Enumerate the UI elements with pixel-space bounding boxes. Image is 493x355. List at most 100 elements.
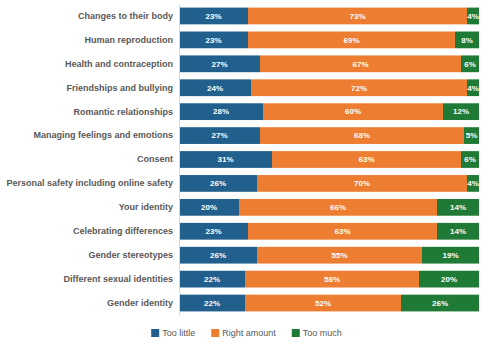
- bar-segment: [419, 271, 479, 288]
- tick: Managing feelings and emotions: [33, 130, 179, 140]
- data-label: 8%: [461, 36, 473, 45]
- tick-label: Celebrating differences: [73, 226, 173, 236]
- tick: Gender identity: [107, 298, 179, 308]
- chart: 23%23%27%24%28%27%31%26%20%23%26%22%22%7…: [0, 0, 493, 355]
- bar-segment: [248, 32, 455, 49]
- y-axis: Changes to their body Human reproduction H…: [6, 5, 179, 316]
- plot: 23%23%27%24%28%27%31%26%20%23%26%22%22%7…: [6, 5, 479, 316]
- bar-segment: [437, 199, 479, 216]
- axis-line: [179, 5, 180, 316]
- legend-item: Right amount: [211, 328, 276, 338]
- data-label: 66%: [330, 203, 346, 212]
- data-label: 60%: [345, 107, 361, 116]
- bar-segment: [401, 295, 479, 312]
- data-label: 22%: [204, 275, 220, 284]
- data-label: 23%: [205, 36, 221, 45]
- data-label: 26%: [210, 251, 226, 260]
- legend-label: Too much: [303, 328, 342, 338]
- bar-segment: [257, 175, 467, 192]
- tick: Friendships and bullying: [66, 83, 179, 93]
- data-label: 27%: [211, 131, 227, 140]
- data-label: 23%: [205, 12, 221, 21]
- data-label: 58%: [324, 275, 340, 284]
- legend-label: Too little: [162, 328, 195, 338]
- bar-segment: [467, 79, 479, 96]
- tick: Gender stereotypes: [88, 250, 179, 260]
- data-label: 14%: [450, 227, 466, 236]
- data-label: 14%: [450, 203, 466, 212]
- bar-segment: [179, 8, 248, 25]
- bar-segment: [179, 295, 245, 312]
- legend-item: Too little: [151, 328, 195, 338]
- bar-segment: [179, 32, 248, 49]
- data-label: 73%: [349, 12, 365, 21]
- legend-swatch: [151, 329, 159, 337]
- tick-label: Romantic relationships: [73, 107, 173, 117]
- bar-segment: [272, 151, 461, 168]
- bar-segment: [245, 295, 401, 312]
- data-label: 20%: [201, 203, 217, 212]
- data-label: 52%: [315, 299, 331, 308]
- data-label: 26%: [210, 179, 226, 188]
- legend: Too little Right amount Too much: [151, 328, 342, 338]
- bar-segment: [263, 103, 443, 120]
- tick: Different sexual identities: [63, 274, 179, 284]
- tick: Romantic relationships: [73, 107, 179, 117]
- data-label: 27%: [211, 60, 227, 69]
- bar-segment: [260, 55, 461, 72]
- tick-label: Your identity: [119, 202, 173, 212]
- tick-label: Gender stereotypes: [88, 250, 173, 260]
- data-label: 4%: [467, 12, 479, 21]
- tick-label: Different sexual identities: [63, 274, 173, 284]
- data-label: 5%: [466, 131, 478, 140]
- tick-label: Changes to their body: [78, 11, 173, 21]
- bar-segment: [179, 55, 260, 72]
- bar-segment: [179, 103, 263, 120]
- tick-label: Health and contraception: [65, 59, 173, 69]
- data-label: 72%: [351, 84, 367, 93]
- bar-segment: [455, 32, 479, 49]
- data-label: 6%: [464, 155, 476, 164]
- bar-segment: [260, 127, 464, 144]
- data-label: 26%: [432, 299, 448, 308]
- data-label: 20%: [441, 275, 457, 284]
- data-label: 22%: [204, 299, 220, 308]
- bar-segment: [248, 223, 437, 240]
- data-label: 63%: [334, 227, 350, 236]
- data-label: 63%: [358, 155, 374, 164]
- bar-segment: [179, 79, 251, 96]
- data-label: 12%: [453, 107, 469, 116]
- bar-segment: [257, 247, 422, 264]
- data-label: 6%: [464, 60, 476, 69]
- bar-segment: [245, 271, 419, 288]
- data-label: 31%: [217, 155, 233, 164]
- tick: Personal safety including online safety: [6, 178, 179, 188]
- bar-segment: [437, 223, 479, 240]
- data-label: 68%: [354, 131, 370, 140]
- bar-segment: [179, 223, 248, 240]
- bar-segment: [422, 247, 479, 264]
- bar-segment: [467, 8, 479, 25]
- bar-segment: [467, 175, 479, 192]
- data-label: 4%: [467, 84, 479, 93]
- tick-label: Managing feelings and emotions: [33, 130, 173, 140]
- bar-segment: [251, 79, 467, 96]
- data-label: 55%: [331, 251, 347, 260]
- tick-label: Personal safety including online safety: [6, 178, 173, 188]
- bar-segment: [461, 151, 479, 168]
- bar-segment: [248, 8, 467, 25]
- bar-segment: [461, 55, 479, 72]
- bar-segment: [239, 199, 437, 216]
- bar-segment: [179, 127, 260, 144]
- legend-item: Too much: [292, 328, 342, 338]
- data-label: 4%: [467, 179, 479, 188]
- bar-segment: [179, 151, 272, 168]
- data-label: 19%: [442, 251, 458, 260]
- tick: Celebrating differences: [73, 226, 179, 236]
- tick: Health and contraception: [65, 59, 179, 69]
- bars: [179, 8, 479, 312]
- bar-segment: [179, 175, 257, 192]
- data-label: 70%: [354, 179, 370, 188]
- bar-segment: [179, 271, 245, 288]
- tick: Human reproduction: [84, 35, 179, 45]
